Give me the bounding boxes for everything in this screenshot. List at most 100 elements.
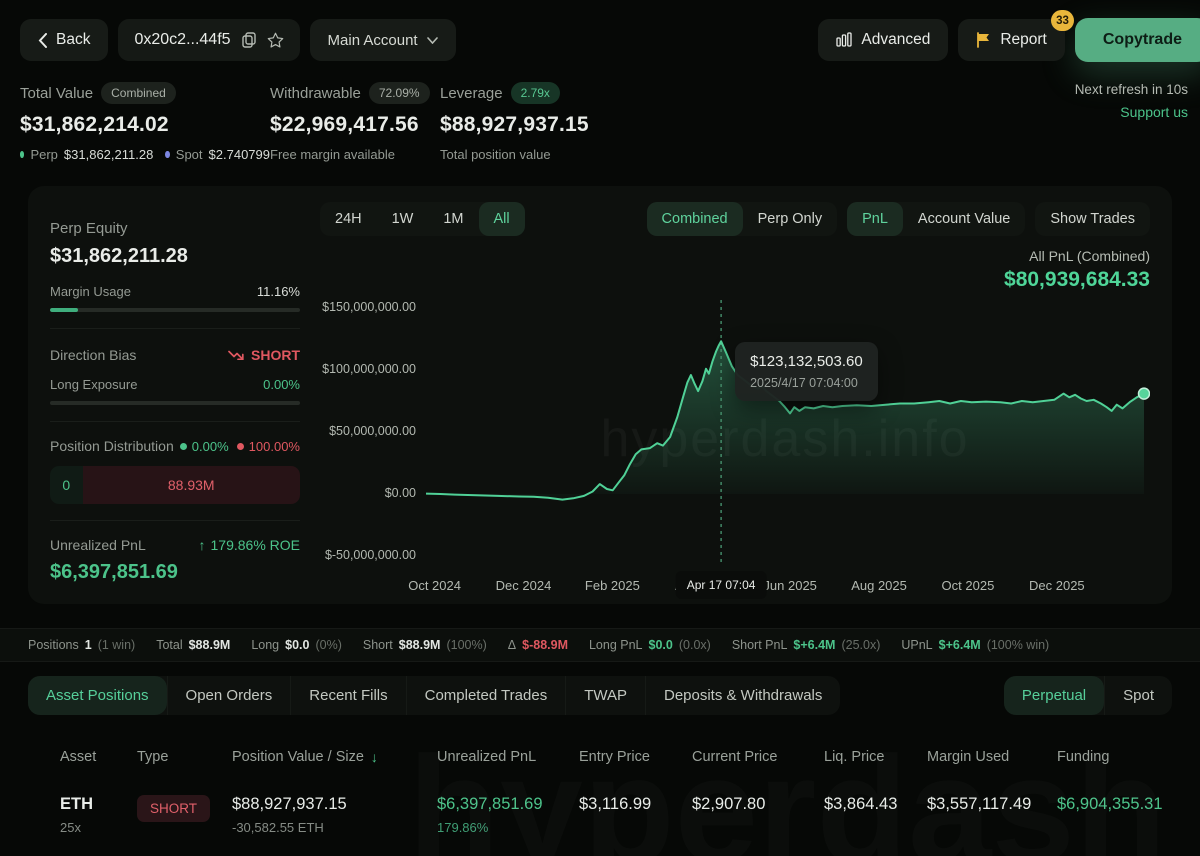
strip-extra: (25.0x): [841, 638, 881, 652]
long-dot-icon: [179, 442, 187, 450]
y-axis-label: $-50,000,000.00: [324, 548, 416, 562]
margin-usage-bar: [50, 308, 300, 312]
x-axis-label: Dec 2024: [495, 578, 552, 593]
report-button[interactable]: Report: [958, 19, 1065, 61]
tab-completed-trades[interactable]: Completed Trades: [405, 676, 566, 715]
combined-chip: Combined: [101, 82, 176, 104]
view-tab-account-value[interactable]: Account Value: [917, 211, 1011, 227]
copytrade-button[interactable]: Copytrade: [1074, 18, 1200, 62]
table-header: Asset Type Position Value / Size ↓ Unrealize…: [28, 733, 1172, 765]
account-selector-label: Main Account: [327, 31, 418, 49]
column-header-type[interactable]: Type: [137, 749, 232, 765]
bar-chart-icon: [836, 32, 853, 48]
mode-tab-perp-only[interactable]: Perp Only: [757, 211, 823, 227]
total-value: $31,862,214.02: [20, 113, 169, 136]
strip-value: $0.0: [285, 638, 310, 652]
long-exposure-label: Long Exposure: [50, 377, 138, 392]
report-label: Report: [1000, 31, 1047, 48]
x-axis-label: Oct 2025: [941, 578, 995, 593]
margin-usage-value: 11.16%: [256, 284, 300, 299]
tab-deposits-withdrawals[interactable]: Deposits & Withdrawals: [644, 676, 840, 715]
tooltip-date: 2025/4/17 07:04:00: [750, 376, 858, 390]
column-header-margin-used[interactable]: Margin Used: [927, 749, 1057, 765]
refresh-block: Next refresh in 10s Support us: [1075, 82, 1192, 120]
mode-tab-combined[interactable]: Combined: [646, 202, 743, 236]
table-body: ETH 25x SHORT $88,927,937.15 -30,582.55 ETH $…: [28, 795, 1172, 835]
strip-item-long: Long $0.0 (0%): [251, 638, 342, 652]
range-tab-1w[interactable]: 1W: [391, 211, 414, 227]
tab-perpetual[interactable]: Perpetual: [1003, 676, 1105, 715]
pnl-summary-label: All PnL (Combined): [1029, 248, 1150, 264]
total-value-stat: Total Value Combined $31,862,214.02 Perp…: [20, 82, 270, 162]
cell-primary: $3,557,117.49: [927, 795, 1032, 813]
type-cell: SHORT: [137, 795, 232, 822]
current-price-cell: $2,907.80: [692, 795, 824, 814]
account-selector[interactable]: Main Account: [309, 19, 456, 61]
time-range-tabs: 24H 1W 1M All: [320, 202, 525, 236]
column-header-current-price[interactable]: Current Price: [692, 749, 824, 765]
equity-panel: Perp Equity $31,862,211.28 Margin Usage …: [50, 202, 300, 588]
strip-label: Long PnL: [588, 638, 643, 652]
strip-value: $0.0: [648, 638, 673, 652]
star-icon[interactable]: [267, 32, 284, 49]
toggle-show-trades[interactable]: Show Trades: [1050, 211, 1135, 227]
unrealized-pnl-cell: $6,397,851.69 179.86%: [437, 795, 579, 835]
pnl-area-fill: [426, 341, 1144, 500]
perp-label: Perp: [30, 147, 58, 162]
tab-open-orders[interactable]: Open Orders: [166, 676, 291, 715]
perp-dot-icon: [20, 151, 25, 158]
chart-tooltip: $123,132,503.60 2025/4/17 07:04:00: [735, 342, 878, 401]
position-distribution-label: Position Distribution: [50, 438, 174, 454]
back-button[interactable]: Back: [20, 19, 109, 61]
tab-recent-fills[interactable]: Recent Fills: [290, 676, 405, 715]
x-axis-label: Feb 2025: [584, 578, 640, 593]
column-header-funding[interactable]: Funding: [1057, 749, 1172, 765]
support-us-link[interactable]: Support us: [1120, 104, 1188, 120]
strip-value: $+6.4M: [938, 638, 981, 652]
chevron-left-icon: [38, 32, 47, 48]
pnl-chart-canvas[interactable]: [426, 294, 1150, 566]
cell-primary: $3,116.99: [579, 795, 652, 813]
column-header-position-value-size[interactable]: Position Value / Size ↓: [232, 749, 437, 765]
dist-short-segment: 88.93M: [82, 466, 300, 504]
tab-twap[interactable]: TWAP: [565, 676, 645, 715]
view-tab-pnl[interactable]: PnL: [847, 202, 903, 236]
strip-label: Long: [251, 638, 280, 652]
range-tab-1m[interactable]: 1M: [443, 211, 464, 227]
dist-long-pct: 0.00%: [191, 438, 229, 454]
range-tab-all[interactable]: All: [478, 202, 525, 236]
spot-value: $2.740799: [208, 147, 270, 162]
spot-label: Spot: [175, 147, 203, 162]
column-label: Asset: [60, 749, 97, 765]
cell-primary: ETH: [60, 795, 93, 813]
column-header-liq-price[interactable]: Liq. Price: [824, 749, 927, 765]
column-header-entry-price[interactable]: Entry Price: [579, 749, 692, 765]
tab-asset-positions[interactable]: Asset Positions: [28, 676, 167, 715]
pnl-chart[interactable]: $150,000,000.00 $100,000,000.00 $50,000,00…: [320, 294, 1150, 599]
wallet-address-chip[interactable]: 0x20c2...44f5: [118, 19, 300, 61]
unrealized-pnl-label: Unrealized PnL: [50, 537, 146, 553]
strip-extra: (100%): [446, 638, 487, 652]
strip-item-upnl: UPnL $+6.4M (100% win): [901, 638, 1049, 652]
pnl-summary-value: $80,939,684.33: [1004, 268, 1150, 291]
x-axis-label: Dec 2025: [1029, 578, 1085, 593]
x-axis-label: Aug 2025: [851, 578, 907, 593]
roe-value: 179.86% ROE: [210, 537, 301, 553]
position-value-cell: $88,927,937.15 -30,582.55 ETH: [232, 795, 437, 835]
strip-extra: (100% win): [986, 638, 1050, 652]
column-header-asset[interactable]: Asset: [60, 749, 137, 765]
range-tab-24h[interactable]: 24H: [335, 211, 362, 227]
column-label: Margin Used: [927, 749, 1010, 765]
position-distribution-bar: 0 88.93M: [50, 466, 300, 504]
copy-icon[interactable]: [241, 32, 256, 48]
column-header-unrealized-pnl[interactable]: Unrealized PnL: [437, 749, 579, 765]
latest-point-marker: [1137, 387, 1150, 400]
topbar: Back 0x20c2...44f5 Main Account Advanced…: [0, 0, 1200, 62]
liq-price-cell: $3,864.43: [824, 795, 927, 814]
tab-spot[interactable]: Spot: [1104, 676, 1172, 715]
advanced-button[interactable]: Advanced: [818, 19, 949, 61]
funding-cell: $6,904,355.31: [1057, 795, 1172, 814]
column-label: Unrealized PnL: [437, 749, 537, 765]
table-row[interactable]: ETH 25x SHORT $88,927,937.15 -30,582.55 ETH $…: [28, 795, 1172, 835]
tooltip-value: $123,132,503.60: [750, 353, 863, 370]
